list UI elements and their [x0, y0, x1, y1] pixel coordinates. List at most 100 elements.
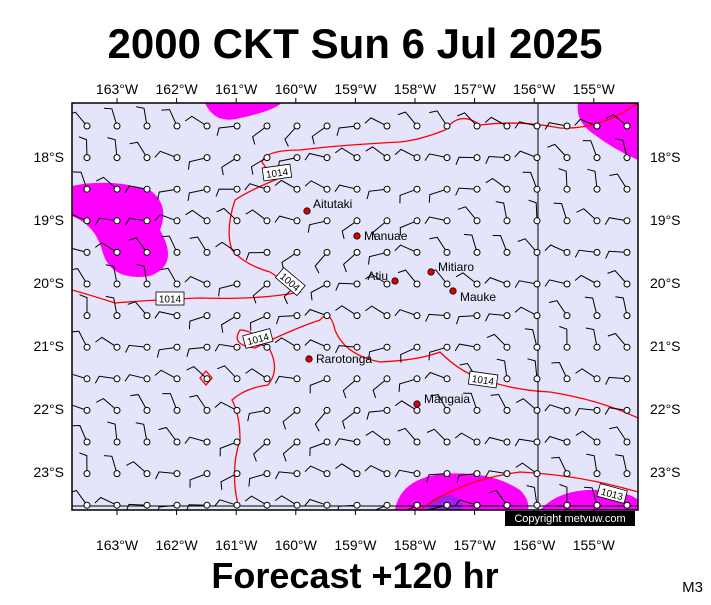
station: [503, 248, 511, 256]
wind-barb: [72, 214, 88, 222]
wind-barb: [394, 244, 418, 253]
wind-barb: [364, 465, 388, 475]
station: [83, 154, 91, 162]
wind-barb: [496, 358, 508, 379]
station: [443, 375, 451, 383]
wind-barb: [397, 269, 418, 285]
wind-barb: [274, 337, 298, 348]
wind-barb: [424, 216, 448, 224]
wind-area: [395, 473, 529, 510]
wind-barb: [607, 332, 628, 348]
station: [203, 217, 211, 225]
station: [503, 375, 511, 383]
station: [353, 154, 361, 162]
station: [143, 280, 151, 288]
station: [113, 217, 121, 225]
station: [203, 470, 211, 478]
station: [83, 406, 91, 414]
wind-barb: [79, 294, 88, 316]
wind-barb: [514, 438, 538, 447]
sea: [72, 103, 638, 510]
isobar-label-box: [242, 328, 274, 349]
station: [383, 280, 391, 288]
wind-barb: [157, 504, 178, 510]
lon-label-bottom: 159°W: [334, 537, 377, 553]
wind-barb: [128, 237, 148, 253]
wind-barb: [605, 376, 628, 385]
lon-label-top: 158°W: [394, 81, 437, 97]
wind-barb: [463, 392, 478, 411]
place-name: Mangaia: [424, 392, 470, 406]
wind-barb: [527, 358, 538, 379]
station: [83, 185, 91, 193]
station: [413, 438, 421, 446]
station: [173, 470, 181, 478]
station: [623, 154, 631, 162]
station: [533, 217, 541, 225]
wind-barb: [582, 140, 598, 158]
wind-barb: [335, 345, 358, 354]
station: [233, 312, 241, 320]
station: [443, 438, 451, 446]
map-area: [72, 103, 638, 510]
lat-label-right: 18°S: [650, 149, 681, 165]
wind-barb: [124, 217, 148, 226]
station: [533, 375, 541, 383]
wind-barb: [428, 346, 448, 361]
station: [413, 122, 421, 130]
station: [593, 217, 601, 225]
isobar-value: 1014: [471, 374, 495, 388]
station: [473, 154, 481, 162]
station: [83, 312, 91, 320]
wind-barb: [79, 452, 88, 474]
station: [533, 185, 541, 193]
station: [113, 154, 121, 162]
station: [383, 438, 391, 446]
station: [413, 248, 421, 256]
station: [113, 280, 121, 288]
wind-barb: [276, 315, 298, 325]
wind-barb: [311, 125, 328, 145]
station: [383, 185, 391, 193]
lat-label-right: 22°S: [650, 401, 681, 417]
station: [383, 312, 391, 320]
station: [323, 501, 331, 509]
lon-label-top: 157°W: [454, 81, 497, 97]
station: [353, 280, 361, 288]
wind-barb: [105, 295, 118, 316]
station: [533, 248, 541, 256]
station: [173, 375, 181, 383]
lat-label-left: 21°S: [33, 338, 64, 354]
station: [563, 501, 571, 509]
wind-barb: [336, 125, 358, 136]
wind-barb: [103, 455, 118, 474]
station: [353, 406, 361, 414]
wind-barb: [615, 454, 628, 474]
lat-label-left: 23°S: [33, 464, 64, 480]
wind-barb: [394, 309, 418, 317]
wind-barb: [429, 110, 448, 127]
wind-barb: [72, 404, 88, 411]
station: [413, 406, 421, 414]
station: [593, 248, 601, 256]
wind-barb: [154, 311, 178, 319]
wind-barb: [544, 122, 568, 130]
wind-barb: [559, 325, 568, 348]
station: [593, 343, 601, 351]
wind-barb: [275, 495, 298, 506]
station: [473, 217, 481, 225]
caption: Forecast +120 hr: [211, 555, 498, 596]
wind-barb: [186, 366, 208, 380]
wind-barb: [492, 235, 508, 253]
station: [353, 470, 361, 478]
wind-barb: [574, 274, 598, 285]
wind-barb: [374, 504, 388, 510]
wind-barb: [516, 398, 538, 411]
station: [353, 185, 361, 193]
wind-barb: [574, 249, 598, 258]
station: [233, 154, 241, 162]
wind-barb: [514, 121, 538, 129]
wind-barb: [154, 369, 178, 380]
wind-barb: [247, 409, 268, 422]
station: [263, 312, 271, 320]
